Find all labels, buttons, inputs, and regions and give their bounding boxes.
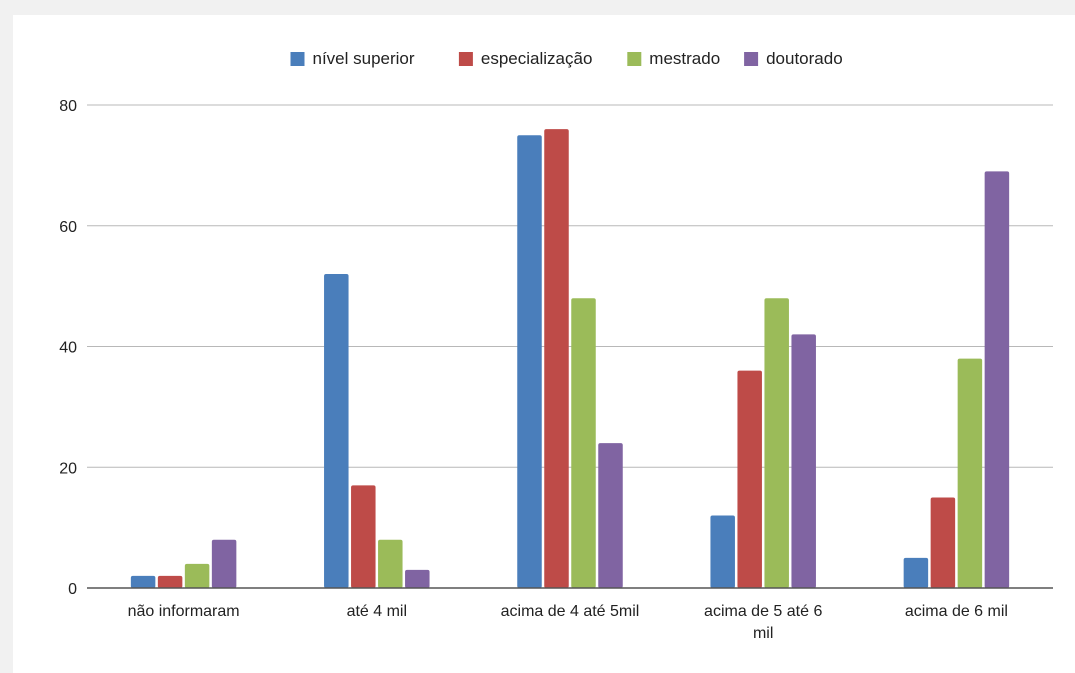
bar [903,557,929,588]
bar [737,370,762,588]
y-tick-label: 60 [59,219,77,236]
bar [710,515,735,588]
chart-panel: 0 20 40 60 80 não informaram até 4 mil acima de… [13,15,1075,673]
bars [130,129,1010,588]
bar [791,334,816,588]
bar [211,539,237,588]
bar [544,129,569,588]
x-tick-label: acima de 4 até 5mil [501,603,640,620]
legend-swatch [744,52,759,66]
legend-label: mestrado [649,49,720,68]
bar [157,575,183,588]
legend: nível superior especialização mestrado dout… [290,49,843,68]
bar-chart: 0 20 40 60 80 não informaram até 4 mil acima de… [59,49,1053,642]
bar [378,539,403,588]
bar [130,575,156,588]
legend-item: mestrado [627,49,720,68]
bar [571,298,596,588]
y-tick-label: 40 [59,340,77,357]
bar [405,569,430,588]
bar [957,358,983,588]
x-tick-label: mil [753,625,773,642]
legend-item: doutorado [744,49,843,68]
bar [984,171,1010,588]
y-tick-label: 0 [68,581,77,598]
gridlines [87,104,1053,468]
bar [930,497,956,588]
x-tick-label: até 4 mil [347,603,407,620]
legend-swatch [458,52,473,66]
bar [324,274,349,588]
axes: 0 20 40 60 80 não informaram até 4 mil acima de… [59,98,1053,642]
x-tick-label: não informaram [128,603,240,620]
legend-swatch [627,52,642,66]
bar [351,485,376,588]
y-tick-label: 20 [59,460,77,477]
bar [764,298,789,588]
x-tick-label: acima de 6 mil [905,603,1008,620]
legend-swatch [290,52,305,66]
x-tick-label: acima de 5 até 6 [704,603,822,620]
legend-item: nível superior [290,49,415,68]
y-tick-label: 80 [59,98,77,115]
bar [517,135,542,588]
bar [598,443,623,588]
legend-label: especialização [481,49,593,68]
legend-item: especialização [458,49,593,68]
legend-label: doutorado [766,49,843,68]
bar [184,563,210,588]
legend-label: nível superior [313,49,415,68]
